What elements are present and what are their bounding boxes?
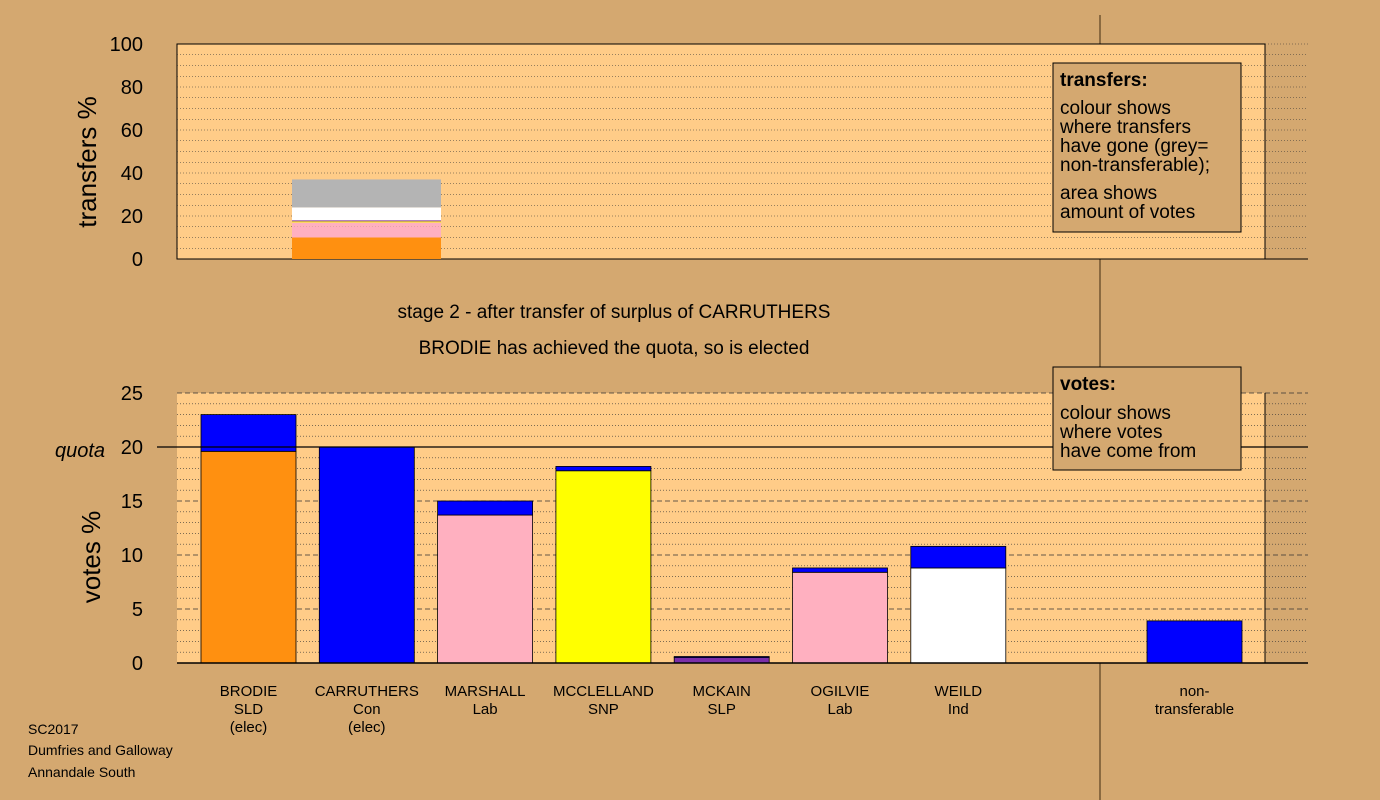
votes-y-tick-25: 25	[121, 383, 143, 405]
category-label-mcclelland-0: MCCLELLAND	[553, 683, 654, 700]
votes-y-tick-10: 10	[121, 545, 143, 567]
category-label-weild-0: WEILD	[935, 683, 983, 700]
footer-line-1: SC2017	[28, 721, 79, 737]
vote-bar-marshall-segment-0	[437, 514, 534, 664]
category-label-brodie-1: SLD	[234, 701, 263, 718]
category-label-brodie-2: (elec)	[230, 719, 268, 736]
transfers-y-tick-20: 20	[121, 206, 143, 228]
vote-bar-ogilvie-segment-1	[792, 567, 888, 573]
category-label-non-transferable-1: transferable	[1155, 701, 1234, 718]
transfers-y-ticks: 0 20 40 60 80 100	[110, 34, 143, 271]
vote-bar-mcclelland-segment-0	[555, 470, 652, 664]
transfer-segment-brodie	[292, 237, 441, 259]
vote-bar-mcclelland-segment-1	[555, 466, 652, 472]
transfers-legend-line-6: amount of votes	[1060, 202, 1195, 223]
transfer-segment-ogilvie	[292, 222, 441, 227]
footer-line-2: Dumfries and Galloway	[28, 742, 173, 758]
votes-category-labels: BRODIESLD(elec)CARRUTHERSCon(elec)MARSHA…	[220, 683, 1234, 736]
transfers-panel: 0 20 40 60 80 100 transfers % transfers: colo…	[72, 34, 1308, 271]
votes-y-tick-5: 5	[132, 599, 143, 621]
vote-bar-marshall-segment-1	[437, 500, 534, 516]
category-label-mckain-1: SLP	[708, 701, 736, 718]
vote-bar-weild-segment-1	[910, 545, 1007, 569]
votes-y-tick-15: 15	[121, 491, 143, 513]
transfers-legend: transfers: colour shows where transfers …	[1052, 62, 1242, 233]
transfers-legend-line-4: non-transferable);	[1060, 155, 1210, 176]
transfer-segment-mcclelland	[292, 221, 441, 223]
elected-text: BRODIE has achieved the quota, so is ele…	[419, 338, 810, 359]
votes-bars	[200, 414, 1243, 664]
category-label-carruthers-2: (elec)	[348, 719, 386, 736]
votes-legend-line-3: have come from	[1060, 441, 1196, 462]
category-label-ogilvie-1: Lab	[827, 701, 852, 718]
vote-bar-carruthers-segment-0	[318, 446, 415, 664]
category-label-marshall-1: Lab	[473, 701, 498, 718]
transfers-y-axis-title: transfers %	[72, 96, 102, 228]
category-label-marshall-0: MARSHALL	[445, 683, 526, 700]
category-label-mckain-0: MCKAIN	[693, 683, 751, 700]
votes-y-axis-title: votes %	[76, 511, 106, 604]
votes-legend-line-1: colour shows	[1060, 403, 1171, 424]
category-label-carruthers-0: CARRUTHERS	[315, 683, 419, 700]
transfers-y-tick-60: 60	[121, 120, 143, 142]
transfers-legend-line-3: have gone (grey=	[1060, 136, 1208, 157]
transfers-y-tick-100: 100	[110, 34, 143, 56]
transfers-legend-line-2: where transfers	[1059, 117, 1191, 138]
category-label-ogilvie-0: OGILVIE	[811, 683, 870, 700]
vote-bar-ogilvie-segment-0	[792, 571, 888, 664]
votes-y-tick-0: 0	[132, 653, 143, 675]
transfers-legend-line-1: colour shows	[1060, 98, 1171, 119]
votes-legend-title: votes:	[1060, 374, 1116, 395]
vote-bar-brodie-segment-1	[200, 414, 297, 452]
transfers-bar	[292, 179, 441, 259]
quota-label: quota	[55, 440, 105, 462]
vote-bar-brodie-segment-0	[200, 450, 297, 664]
category-label-weild-1: Ind	[948, 701, 969, 718]
transfers-y-tick-0: 0	[132, 249, 143, 271]
transfer-segment-non-transferable	[292, 179, 441, 208]
transfers-legend-line-5: area shows	[1060, 183, 1157, 204]
category-label-brodie-0: BRODIE	[220, 683, 278, 700]
category-label-non-transferable-0: non-	[1179, 683, 1209, 700]
votes-legend: votes: colour shows where votes have com…	[1052, 366, 1242, 471]
transfer-segment-weild	[292, 207, 441, 221]
category-label-carruthers-1: Con	[353, 701, 381, 718]
votes-y-tick-20: 20	[121, 437, 143, 459]
votes-legend-line-2: where votes	[1059, 422, 1162, 443]
transfers-y-tick-80: 80	[121, 77, 143, 99]
vote-bar-mckain-segment-1	[673, 656, 770, 659]
transfer-segment-mckain	[292, 220, 441, 222]
transfer-segment-marshall	[292, 226, 441, 238]
vote-bar-mckain-segment-0	[673, 657, 770, 664]
vote-bar-weild-segment-0	[910, 567, 1007, 664]
footer-line-3: Annandale South	[28, 764, 135, 780]
vote-bar-non-transferable-segment-0	[1146, 620, 1243, 664]
stage-text: stage 2 - after transfer of surplus of C…	[398, 302, 831, 323]
category-label-mcclelland-1: SNP	[588, 701, 619, 718]
transfers-y-tick-40: 40	[121, 163, 143, 185]
transfers-legend-title: transfers:	[1060, 70, 1148, 91]
votes-y-ticks: 0 5 10 15 20 25	[121, 383, 143, 675]
